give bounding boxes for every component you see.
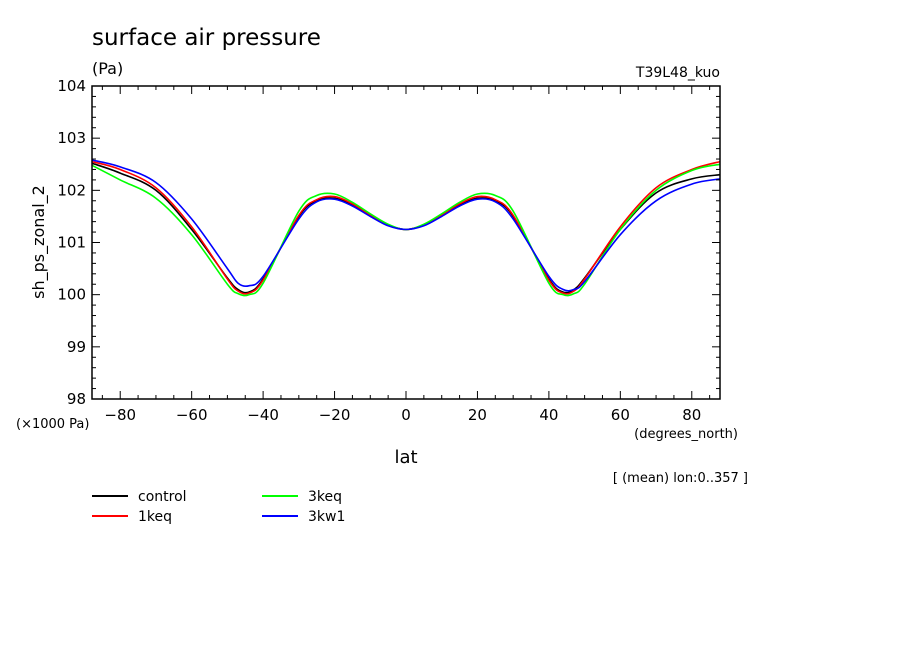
axes-ticks: −80 −60 −40 −20 0 20 40 60 80 98 99 100 101 102 103 104 — [57, 77, 720, 424]
run-label: T39L48_kuo — [635, 65, 720, 81]
x-axis-label: lat — [394, 447, 417, 468]
y-tick-label: 99 — [67, 338, 86, 356]
legend-label-3kw1: 3kw1 — [308, 509, 345, 525]
x-tick-label: 0 — [401, 406, 411, 424]
series-line-3kw1 — [91, 159, 721, 292]
y-axis-label: sh_ps_zonal_2 — [29, 185, 49, 299]
subset-note: [ (mean) lon:0..357 ] — [613, 471, 748, 486]
x-tick-label: 60 — [611, 406, 630, 424]
x-tick-label: −20 — [319, 406, 351, 424]
x-tick-label: 20 — [468, 406, 487, 424]
plot-lines — [91, 159, 721, 297]
chart-title: surface air pressure — [92, 25, 321, 51]
chart-units: (Pa) — [92, 59, 123, 78]
legend: control 1keq 3keq 3kw1 — [92, 489, 345, 525]
x-tick-label: −40 — [247, 406, 279, 424]
x-tick-label: 40 — [539, 406, 558, 424]
y-tick-label: 101 — [57, 234, 86, 252]
x-tick-label: 80 — [682, 406, 701, 424]
legend-label-control: control — [138, 489, 187, 505]
x-tick-label: −60 — [176, 406, 208, 424]
plot-frame — [91, 85, 721, 400]
y-tick-label: 104 — [57, 77, 86, 95]
y-tick-label: 98 — [67, 390, 86, 408]
y-tick-label: 102 — [57, 181, 86, 199]
x-tick-label: −80 — [104, 406, 136, 424]
legend-label-3keq: 3keq — [308, 489, 342, 505]
y-tick-label: 100 — [57, 286, 86, 304]
x-units-label: (degrees_north) — [634, 427, 738, 442]
y-scale-note: (×1000 Pa) — [16, 417, 89, 432]
legend-label-1keq: 1keq — [138, 509, 172, 525]
y-tick-label: 103 — [57, 129, 86, 147]
